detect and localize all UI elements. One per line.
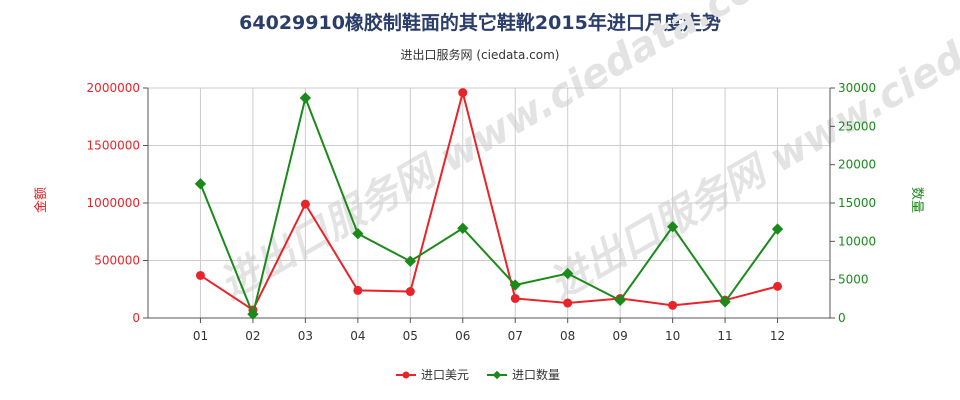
y-left-tick-label: 0 [132,311,140,325]
x-tick-label: 06 [455,329,470,343]
legend-marker [402,371,410,379]
x-tick-label: 08 [560,329,575,343]
axes: 0 500000 1000000 1500000 2000000 0 5000 10000 15… [33,81,924,343]
y-left-tick-label: 2000000 [87,81,140,95]
data-point-qty [352,228,364,240]
x-tick-label: 07 [508,329,523,343]
data-point-usd [195,270,205,280]
y-left-tick-label: 1500000 [87,139,140,153]
data-point-usd [300,199,310,209]
data-point-usd [405,287,415,297]
x-tick-label: 09 [613,329,628,343]
data-point-qty [457,222,469,234]
data-point-usd [458,88,468,98]
data-point-usd [353,285,363,295]
x-tick-label: 01 [193,329,208,343]
series-line-qty [199,94,779,318]
y-right-axis-title: 数量 [909,187,924,213]
x-tick-label: 02 [245,329,260,343]
y-right-tick-label: 10000 [838,234,876,248]
chart-subtitle: 进出口服务网 (ciedata.com) [400,48,560,62]
y-right-tick-label: 20000 [838,158,876,172]
series-layer [194,88,784,320]
data-point-qty [509,279,521,291]
series-line-usd [199,88,778,312]
y-left-axis-title: 金额 [33,187,49,213]
data-point-qty [247,308,259,320]
data-point-usd [668,300,678,310]
y-left-tick-label: 500000 [94,254,140,268]
data-point-qty [614,294,626,307]
y-right-tick-label: 15000 [838,196,876,210]
x-tick-label: 03 [298,329,313,343]
x-tick-label: 12 [770,329,785,343]
data-point-qty [666,221,679,233]
data-point-qty [194,178,207,190]
legend-label: 进口数量 [512,367,560,382]
data-point-usd [510,293,520,303]
y-right-tick-label: 25000 [838,119,876,133]
y-right-tick-label: 5000 [838,273,869,287]
x-tick-label: 11 [717,329,732,343]
x-tick-label: 10 [665,329,680,343]
data-point-qty [299,92,312,104]
data-point-usd [773,281,783,291]
legend-label: 进口美元 [421,368,469,382]
data-point-qty [404,255,416,267]
x-tick-label: 05 [403,329,418,343]
data-point-qty [771,223,784,235]
y-left-tick-label: 1000000 [87,196,140,210]
data-point-usd [563,298,573,308]
chart-title: 64029910橡胶制鞋面的其它鞋靴2015年进口月度走势 [239,12,721,34]
data-point-qty [719,296,731,308]
legend-marker [492,370,502,380]
legend: 进口美元 进口数量 [396,367,560,382]
y-right-tick-label: 30000 [838,81,876,95]
y-right-tick-label: 0 [838,311,846,325]
x-tick-label: 04 [350,329,365,343]
data-point-qty [562,267,574,280]
